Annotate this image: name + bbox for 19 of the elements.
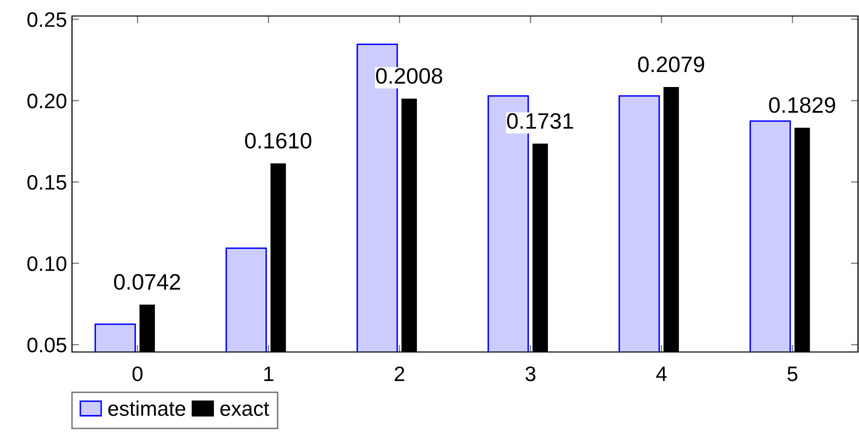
- data-label: 0.2008: [376, 68, 442, 84]
- data-label: 0.0742: [114, 274, 180, 290]
- data-label: 0.2079: [638, 56, 704, 72]
- legend-label: estimate: [108, 400, 186, 416]
- data-label: 0.1829: [769, 97, 836, 113]
- y-tick-label: 0.05: [27, 338, 66, 352]
- x-tick-label: 3: [526, 366, 536, 382]
- x-tick-label: 4: [656, 366, 667, 381]
- legend-label: exact: [220, 402, 270, 416]
- x-tick-label: 0: [132, 366, 142, 382]
- y-tick-label: 0.10: [27, 256, 66, 272]
- x-tick-label: 2: [394, 366, 404, 381]
- x-tick-label: 5: [788, 366, 798, 382]
- data-label: 0.1610: [245, 132, 312, 149]
- y-tick-label: 0.15: [27, 174, 66, 190]
- y-tick-label: 0.25: [27, 12, 66, 28]
- x-tick-label: 1: [264, 366, 274, 381]
- y-tick-label: 0.20: [27, 94, 66, 108]
- data-label: 0.1731: [507, 113, 574, 129]
